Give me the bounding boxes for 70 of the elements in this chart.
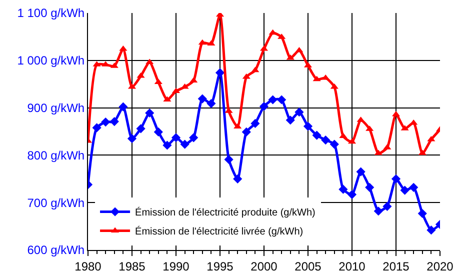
point (101, 117, 110, 127)
point (400, 186, 410, 195)
y-tick-label: 700 g/kWh (27, 196, 85, 210)
point (242, 73, 250, 79)
x-tick-label: 1995 (206, 259, 234, 274)
point (190, 77, 198, 83)
x-tick-label: 2005 (294, 259, 322, 274)
y-tick-label: 1 100 g/kWh (17, 6, 85, 20)
point (145, 108, 154, 118)
point (322, 74, 330, 80)
point (171, 133, 181, 142)
point (242, 127, 251, 137)
point (207, 40, 216, 46)
point (356, 167, 366, 176)
point (312, 76, 321, 82)
point (162, 140, 172, 150)
x-tick-label: 2010 (338, 259, 366, 274)
point (224, 154, 234, 164)
y-tick-label: 800 g/kWh (27, 148, 85, 162)
point (374, 206, 383, 216)
point (110, 117, 119, 126)
legend-label: Émission de l'électricité produite (g/kWh) (135, 206, 316, 219)
y-tick-label: 1 000 g/kWh (17, 54, 85, 68)
point (382, 202, 392, 211)
point (330, 83, 338, 89)
y-tick-label: 600 g/kWh (27, 243, 85, 258)
point (198, 94, 207, 104)
point (154, 127, 163, 137)
point (418, 208, 427, 218)
point (312, 130, 322, 140)
point (365, 182, 374, 192)
point (294, 108, 304, 117)
y-tick-label: 900 g/kWh (27, 101, 85, 115)
x-tick-label: 1985 (118, 259, 146, 274)
point (303, 122, 313, 131)
point (251, 66, 260, 72)
point (92, 123, 102, 132)
point (286, 116, 295, 125)
point (277, 95, 286, 104)
point (418, 150, 426, 156)
x-tick-label: 2015 (382, 259, 410, 274)
point (189, 133, 198, 142)
point (146, 58, 154, 64)
point (268, 95, 278, 104)
point (206, 98, 216, 108)
point (295, 46, 304, 52)
point (250, 118, 260, 128)
point (374, 150, 382, 156)
point (118, 102, 128, 112)
point (180, 140, 190, 149)
point (409, 182, 418, 192)
point (234, 123, 242, 129)
x-tick-label: 2000 (250, 259, 278, 274)
point (136, 124, 146, 134)
legend-label: Émission de l'électricité livrée (g/kWh) (135, 226, 304, 238)
point (259, 102, 269, 111)
point (426, 226, 436, 235)
point (215, 68, 225, 78)
x-tick-label: 2020 (426, 259, 454, 274)
point (180, 83, 189, 89)
point (233, 174, 242, 184)
point (127, 134, 137, 144)
point (347, 190, 357, 200)
point (391, 174, 401, 184)
point (321, 135, 330, 145)
point (198, 39, 206, 45)
point (338, 184, 348, 194)
point (330, 140, 339, 149)
x-tick-label: 1980 (74, 259, 102, 274)
x-tick-label: 1990 (162, 259, 190, 274)
